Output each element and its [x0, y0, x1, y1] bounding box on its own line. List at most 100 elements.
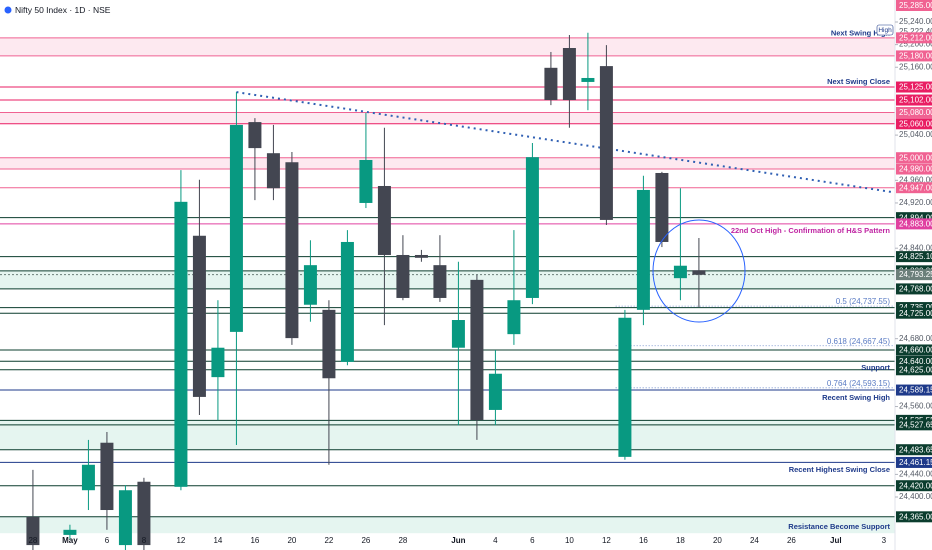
candle-body: [137, 481, 151, 546]
level-label: 25,000.00: [899, 153, 932, 162]
level-badge: [896, 212, 932, 224]
level-label: 24,625.00: [899, 365, 932, 374]
x-tick-label: 16: [639, 536, 648, 545]
level-badge: [896, 182, 932, 194]
annotations: 0.5 (24,737.55) 0.618 (24,667.45) 0.764 (2…: [731, 28, 891, 531]
level-label: 24,883.00: [899, 219, 932, 228]
annotation: Support: [861, 363, 890, 372]
x-tick-label: Jul: [830, 536, 842, 545]
zone: [0, 37, 895, 56]
candle-body: [26, 516, 40, 546]
level-badge: [896, 218, 932, 230]
candle-body: [618, 317, 632, 457]
chart-title: Nifty 50 Index · 1D · NSE: [15, 5, 111, 15]
level-label: 24,365.00: [899, 512, 932, 521]
level-badge: [896, 384, 932, 396]
level-badge: [896, 307, 932, 319]
level-label: 24,947.00: [899, 183, 932, 192]
highlight-circle: [652, 219, 746, 323]
level-badge: [896, 106, 932, 118]
candle-body: [192, 235, 206, 397]
y-tick-label: 24,560.00: [899, 402, 932, 411]
level-badge: [896, 94, 932, 106]
candle-body: [396, 254, 410, 298]
y-tick-label: 24,680.00: [899, 334, 932, 343]
zone: [0, 157, 895, 170]
candle-body: [248, 122, 262, 149]
fib-label: 0.5 (24,737.55): [836, 297, 891, 306]
level-label: 24,640.00: [899, 357, 932, 366]
x-tick-label: 14: [213, 536, 222, 545]
annotation: Next Swing Close: [827, 77, 890, 86]
level-label: 25,285.00: [899, 1, 932, 10]
candle-body: [211, 347, 225, 378]
level-badge: [896, 152, 932, 164]
annotation: Recent Swing High: [822, 393, 890, 402]
level-badge: [896, 344, 932, 356]
candle-body: [433, 265, 447, 298]
x-tick-label: 22: [324, 536, 333, 545]
x-tick-label: 10: [565, 536, 574, 545]
level-badge: [896, 269, 932, 281]
y-tick-label: 25,160.00: [899, 62, 932, 71]
level-badge: [896, 81, 932, 93]
y-tick-label: 25,040.00: [899, 130, 932, 139]
level-badge: [896, 456, 932, 468]
candle-body: [229, 124, 243, 332]
high-price-label: 25,222.40: [899, 27, 932, 36]
level-label: 25,102.00: [899, 96, 932, 105]
level-label: 25,080.00: [899, 108, 932, 117]
candle-body: [599, 66, 613, 220]
level-label: 24,894.00: [899, 213, 932, 222]
level-label: 25,180.00: [899, 52, 932, 61]
candle-body: [81, 464, 95, 491]
candle-body: [322, 309, 336, 379]
high-label: High: [878, 27, 892, 34]
price-axis-labels: 25,240.00 25,200.00 25,160.00 25,040.00 24,9…: [895, 0, 932, 523]
fib-label: 0.618 (24,667.45): [827, 337, 890, 346]
x-tick-label: 8: [142, 536, 147, 545]
time-axis-labels: 28 May 6 8 12 14 16 20 22 26 28 Jun 4 6 10 12 16 18 20 24 26…: [28, 536, 886, 545]
candle-body: [544, 67, 558, 101]
x-tick-label: 20: [713, 536, 722, 545]
level-badge: [896, 251, 932, 263]
annotation: Resistance Become Support: [788, 522, 890, 531]
x-tick-label: 18: [676, 536, 685, 545]
y-tick-label: 24,400.00: [899, 492, 932, 501]
level-label: 24,725.00: [899, 309, 932, 318]
x-tick-label: 28: [398, 536, 407, 545]
x-tick-label: 16: [250, 536, 259, 545]
candle-body: [525, 157, 539, 298]
x-tick-label: 12: [602, 536, 611, 545]
candle-body: [673, 265, 687, 279]
level-label: 24,483.65: [899, 445, 932, 454]
level-label: 24,527.65: [899, 420, 932, 429]
level-badge: [896, 50, 932, 62]
y-tick-label: 24,840.00: [899, 243, 932, 252]
level-label: 24,768.00: [899, 285, 932, 294]
symbol-icon: [4, 6, 12, 14]
candle-body: [636, 189, 650, 310]
x-tick-label: 20: [287, 536, 296, 545]
candle-body: [414, 254, 428, 258]
candle-body: [174, 201, 188, 487]
x-tick-label: 4: [493, 536, 498, 545]
level-label: 24,793.25: [899, 270, 932, 279]
y-tick-label: 24,440.00: [899, 470, 932, 479]
candle-body: [303, 265, 317, 305]
y-tick-label: 25,240.00: [899, 17, 932, 26]
level-badge: [896, 163, 932, 175]
candle-body: [562, 48, 576, 101]
candle-body: [285, 162, 299, 339]
x-tick-label: 6: [530, 536, 535, 545]
candle-body: [118, 490, 132, 546]
candle-body: [100, 442, 114, 511]
y-tick-label: 25,200.00: [899, 40, 932, 49]
candle-body: [581, 77, 595, 82]
annotation: Recent Highest Swing Close: [789, 465, 890, 474]
x-tick-label: 26: [361, 536, 370, 545]
level-label: 24,980.00: [899, 165, 932, 174]
level-label: 24,735.00: [899, 303, 932, 312]
x-tick-label: 12: [176, 536, 185, 545]
level-label: 25,125.00: [899, 83, 932, 92]
